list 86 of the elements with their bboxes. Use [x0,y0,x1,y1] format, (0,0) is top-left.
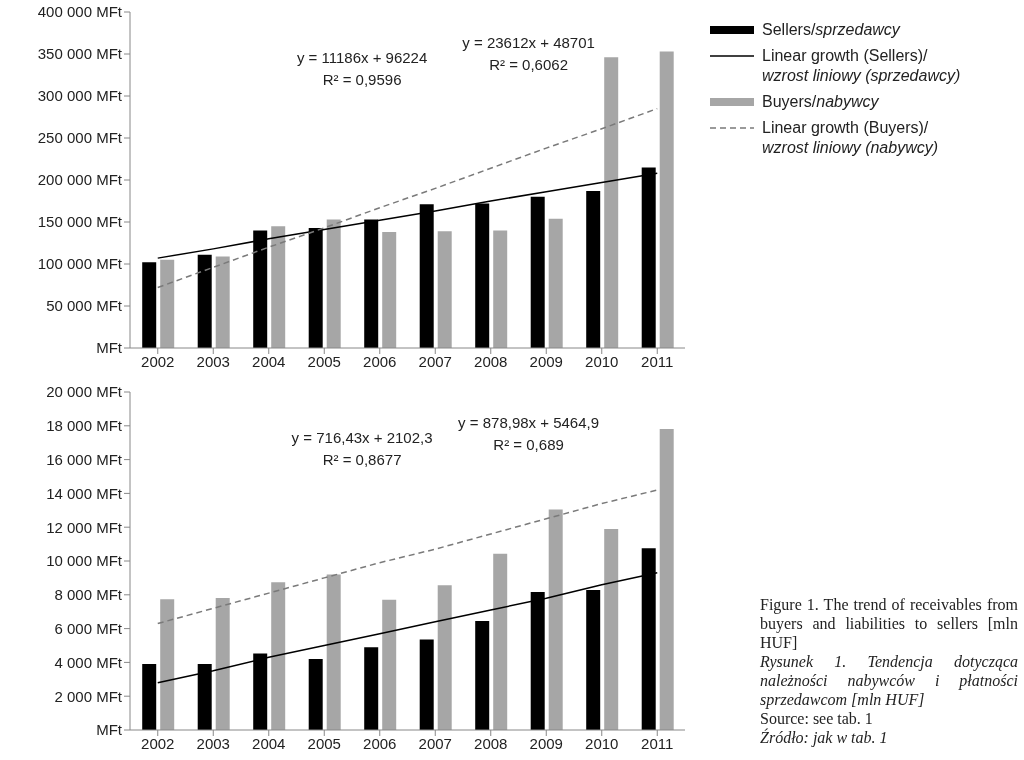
annotation: y = 23612x + 48701 [461,34,596,52]
bar [659,429,674,730]
legend-label: Sellers/sprzedawcy [762,20,900,40]
bar [437,231,452,348]
x-tick-label: 2006 [363,352,397,370]
caption: Figure 1. The trend of receivables from buyers and liabilities to sellers [mln HUF] [760,595,1018,652]
y-tick-label: 100 000 MFt [37,255,123,273]
source-note: Source: see tab. 1 [760,709,874,728]
bar [586,190,601,348]
bar [271,582,286,730]
x-tick-label: 2010 [585,734,619,752]
bar [326,219,341,348]
x-tick-label: 2008 [474,352,508,370]
x-tick-label: 2009 [529,352,563,370]
bar [160,259,175,348]
legend-label: Buyers/nabywcy [762,92,879,112]
line-series [157,489,658,625]
annotation: R² = 0,689 [493,436,564,454]
x-tick-label: 2002 [141,734,175,752]
x-tick-label: 2002 [141,352,175,370]
x-tick-label: 2009 [529,734,563,752]
bar [493,553,508,730]
bar [604,529,619,730]
bar [548,509,563,730]
y-tick-label: 8 000 MFt [54,586,123,604]
bar [493,230,508,348]
y-tick-label: 50 000 MFt [46,297,123,315]
bar [160,599,175,730]
y-tick-label: MFt [96,339,123,357]
y-tick-label: 4 000 MFt [54,653,123,671]
bar [142,262,157,348]
y-tick-label: 150 000 MFt [37,213,123,231]
x-tick-label: 2011 [641,734,674,752]
x-tick-label: 2003 [196,734,230,752]
x-tick-label: 2003 [196,352,230,370]
bar [215,598,230,730]
annotation: y = 878,98x + 5464,9 [457,414,601,432]
bar [382,232,397,348]
y-tick-label: 400 000 MFt [37,3,123,21]
annotation: y = 716,43x + 2102,3 [290,429,434,447]
bar [382,599,397,730]
y-tick-label: 250 000 MFt [37,129,123,147]
text: Rysunek 1. Tendencja dotycząca należności nabywców i płatności sprzedawcom [mln HUF] [760,652,1018,709]
y-tick-label: 6 000 MFt [54,619,123,637]
x-tick-label: 2006 [363,734,397,752]
y-tick-label: 2 000 MFt [54,687,123,705]
annotation: R² = 0,9596 [321,71,403,89]
legend-label: Linear growth (Sellers)/wzrost liniowy (sprzedawcy) [762,46,961,86]
bar [475,621,490,730]
bar [548,218,563,348]
x-tick-label: 2005 [307,734,341,752]
y-tick-label: 300 000 MFt [37,87,123,105]
bar [271,226,286,348]
bar [437,585,452,730]
y-tick-label: 14 000 MFt [46,484,123,502]
x-tick-label: 2011 [641,352,674,370]
bar [142,664,157,730]
annotation: y = 11186x + 96224 [295,49,429,67]
bar [530,196,545,348]
bar [308,659,323,730]
x-tick-label: 2010 [585,352,619,370]
y-tick-label: 20 000 MFt [46,383,123,401]
bar [326,574,341,730]
annotation: R² = 0,6062 [489,56,568,74]
x-tick-label: 2008 [474,734,508,752]
bar [419,639,434,730]
y-tick-label: 10 000 MFt [46,552,123,570]
text: Źródło: jak w tab. 1 [760,728,889,747]
y-tick-label: MFt [96,721,123,739]
legend-label: Linear growth (Buyers)/wzrost liniowy (nabywcy) [762,118,939,158]
bar [659,51,674,348]
bar [604,57,619,348]
x-tick-label: 2007 [418,734,452,752]
y-tick-label: 12 000 MFt [46,518,123,536]
y-tick-label: 18 000 MFt [46,417,123,435]
bar [197,254,212,348]
x-tick-label: 2004 [252,352,286,370]
y-tick-label: 200 000 MFt [37,171,123,189]
x-tick-label: 2005 [307,352,341,370]
x-tick-label: 2007 [418,352,452,370]
annotation: R² = 0,8677 [321,451,403,469]
y-tick-label: 16 000 MFt [46,450,123,468]
bar [215,256,230,348]
x-tick-label: 2004 [252,734,286,752]
y-tick-label: 350 000 MFt [37,45,123,63]
bar [364,647,379,730]
